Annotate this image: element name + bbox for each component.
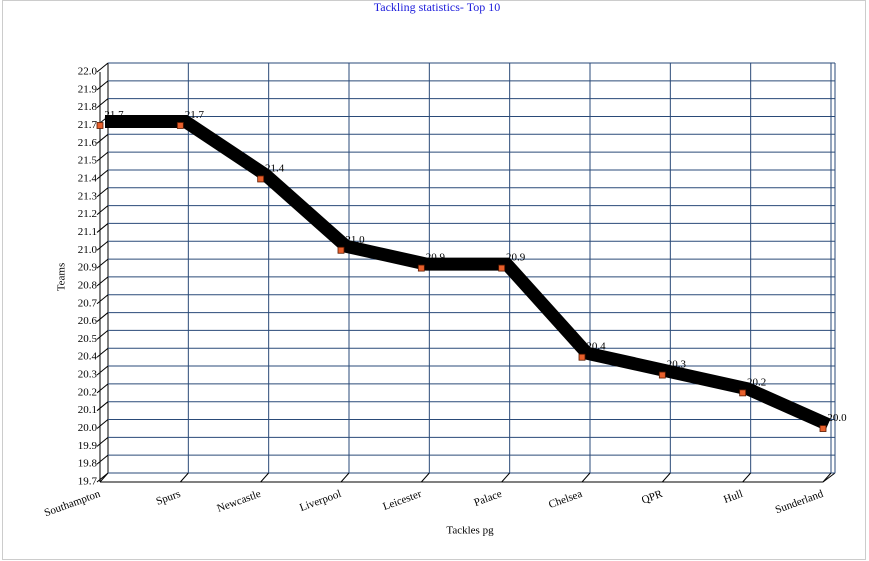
tick-mark xyxy=(96,258,109,269)
marker xyxy=(739,389,747,397)
marker xyxy=(417,264,425,272)
y-tick-label: 22.0 xyxy=(78,66,98,78)
tick-mark xyxy=(96,151,109,162)
tick-mark xyxy=(96,205,109,215)
marker xyxy=(176,122,184,129)
y-tick-label: 20.0 xyxy=(78,422,98,434)
y-tick-label: 21.6 xyxy=(78,137,98,149)
tick-mark xyxy=(260,472,270,483)
tick-mark xyxy=(96,187,109,198)
tick-mark xyxy=(96,223,109,233)
y-tick-label: 21.1 xyxy=(78,226,97,238)
tick-mark xyxy=(742,472,752,483)
tick-mark xyxy=(96,169,109,180)
data-label: 20.3 xyxy=(667,359,687,371)
y-tick-label: 20.9 xyxy=(78,262,98,274)
y-tick-label: 20.2 xyxy=(78,386,97,398)
tick-mark xyxy=(96,330,109,340)
tick-mark xyxy=(179,472,189,483)
tick-mark xyxy=(96,401,109,412)
data-label: 20.9 xyxy=(426,252,446,264)
y-tick-label: 21.3 xyxy=(78,190,98,202)
tick-mark xyxy=(96,133,109,144)
marker xyxy=(658,371,666,379)
y-tick-label: 21.7 xyxy=(78,119,98,131)
tick-mark xyxy=(96,62,109,73)
tick-mark xyxy=(99,472,109,483)
data-label: 21.0 xyxy=(345,234,365,246)
y-tick-label: 21.4 xyxy=(78,172,98,184)
tick-mark xyxy=(96,240,109,251)
y-tick-label: 21.8 xyxy=(78,101,98,113)
marker xyxy=(96,122,104,129)
data-label: 21.4 xyxy=(265,162,285,174)
tick-mark xyxy=(96,276,109,287)
y-tick-label: 21.0 xyxy=(78,244,98,256)
tick-mark xyxy=(501,472,511,483)
y-tick-label: 20.1 xyxy=(78,404,97,416)
y-tick-label: 21.5 xyxy=(78,155,98,167)
marker xyxy=(498,264,506,272)
y-tick-label: 20.3 xyxy=(78,369,98,381)
y-tick-label: 20.6 xyxy=(78,315,98,327)
tick-mark xyxy=(96,294,109,305)
y-tick-label: 19.9 xyxy=(78,440,98,452)
tick-mark xyxy=(96,454,109,465)
tick-mark xyxy=(96,312,109,322)
tick-mark xyxy=(661,472,671,483)
data-label: 20.9 xyxy=(506,252,526,264)
marker xyxy=(337,246,345,254)
tick-mark xyxy=(822,472,832,483)
y-tick-label: 21.2 xyxy=(78,208,97,220)
y-tick-label: 19.7 xyxy=(78,476,98,488)
tick-mark xyxy=(96,347,109,358)
tick-mark xyxy=(96,98,109,109)
tick-mark xyxy=(96,80,109,91)
marker xyxy=(257,175,265,183)
y-tick-label: 20.5 xyxy=(78,333,98,345)
data-label: 20.2 xyxy=(747,376,766,388)
data-label: 20.4 xyxy=(586,341,606,353)
y-axis-label: Teams xyxy=(56,263,68,292)
tick-mark xyxy=(96,436,109,447)
data-label: 21.7 xyxy=(104,109,124,121)
y-tick-label: 20.7 xyxy=(78,297,98,309)
y-tick-label: 20.8 xyxy=(78,279,98,291)
tick-mark xyxy=(96,419,109,429)
y-tick-label: 21.9 xyxy=(78,83,98,95)
tick-mark xyxy=(581,472,591,483)
y-tick-label: 19.8 xyxy=(78,458,98,470)
tick-mark xyxy=(340,472,350,483)
data-label: 20.0 xyxy=(827,412,847,424)
marker xyxy=(819,425,827,432)
chart-title: Tackling statistics- Top 10 xyxy=(374,0,500,14)
marker xyxy=(578,353,586,361)
tick-mark xyxy=(420,472,430,483)
tick-mark xyxy=(96,383,109,394)
line-series xyxy=(105,114,831,431)
x-axis-label: Tackles pg xyxy=(446,525,494,537)
data-label: 21.7 xyxy=(185,109,205,121)
y-tick-label: 20.4 xyxy=(78,351,98,363)
tick-mark xyxy=(96,365,109,376)
